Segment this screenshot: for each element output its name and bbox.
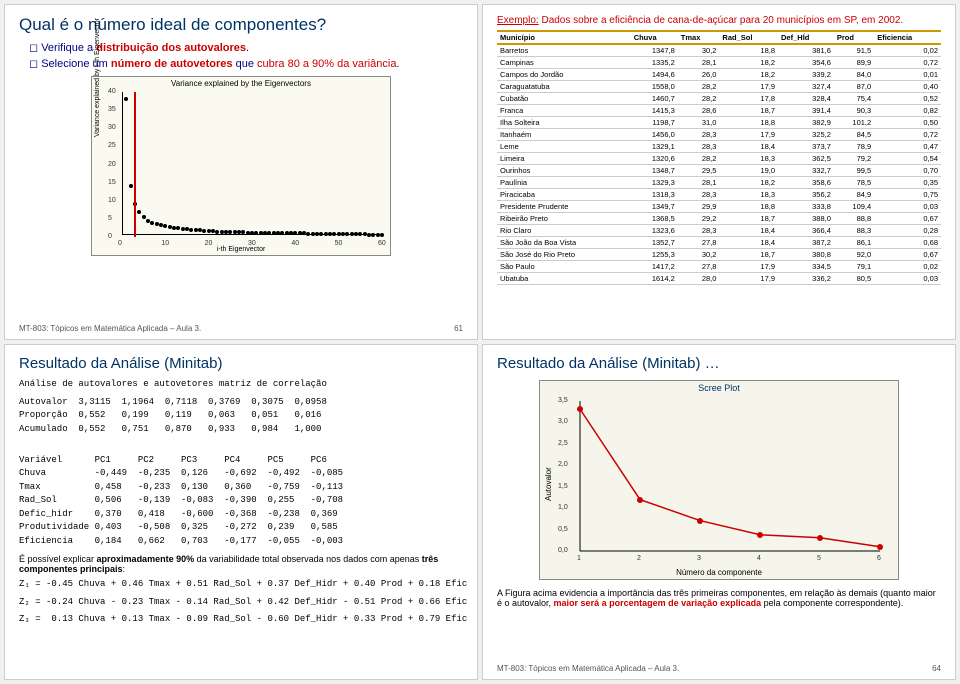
- z1-equation: Z₁ = -0.45 Chuva + 0.46 Tmax + 0.51 Rad_…: [19, 578, 463, 592]
- y-axis-label: Variance explained by i-th Eigenvector: [94, 18, 101, 137]
- x-axis-label: i-th Eigenvector: [92, 246, 390, 253]
- table-row: Ubatuba1614,228,017,9336,280,50,03: [497, 273, 941, 285]
- example-text: Exemplo: Dados sobre a eficiência de can…: [497, 15, 941, 26]
- slide-2: Exemplo: Dados sobre a eficiência de can…: [482, 4, 956, 340]
- minitab-loadings: Variável PC1 PC2 PC3 PC4 PC5 PC6 Chuva -…: [19, 440, 463, 548]
- table-row: São Paulo1417,227,817,9334,579,10,02: [497, 261, 941, 273]
- table-row: Barretos1347,830,218,8381,691,50,02: [497, 44, 941, 57]
- table-row: Paulínia1329,328,118,2358,678,50,35: [497, 177, 941, 189]
- slide-title: Resultado da Análise (Minitab) …: [497, 355, 941, 372]
- table-row: Limeira1320,628,218,3362,579,20,54: [497, 153, 941, 165]
- scree-note: A Figura acima evidencia a importância d…: [497, 588, 941, 608]
- scree-plot: Scree Plot Autovalor Número da component…: [539, 380, 899, 580]
- minitab-eigenvalues: Autovalor 3,3115 1,1964 0,7118 0,3769 0,…: [19, 396, 463, 437]
- slide-4: Resultado da Análise (Minitab) … Scree P…: [482, 344, 956, 680]
- slide-title: Qual é o número ideal de componentes?: [19, 15, 463, 35]
- data-table: MunicípioChuvaTmaxRad_SolDef_HÍdProdEfic…: [497, 30, 941, 285]
- table-row: Piracicaba1318,328,318,3356,284,90,75: [497, 189, 941, 201]
- table-row: Leme1329,128,318,4373,778,90,47: [497, 141, 941, 153]
- table-row: Itanhaém1456,028,317,9325,284,50,72: [497, 129, 941, 141]
- table-row: São José do Rio Preto1255,330,218,7380,8…: [497, 249, 941, 261]
- z3-equation: Z₃ = 0.13 Chuva + 0.13 Tmax - 0.09 Rad_S…: [19, 613, 463, 627]
- variance-chart: Variance explained by the Eigenvectors V…: [91, 76, 391, 256]
- slide-3: Resultado da Análise (Minitab) Análise d…: [4, 344, 478, 680]
- table-row: Ourinhos1348,729,519,0332,799,50,70: [497, 165, 941, 177]
- table-row: São João da Boa Vista1352,727,818,4387,2…: [497, 237, 941, 249]
- table-row: Cubatão1460,728,217,8328,475,40,52: [497, 93, 941, 105]
- slide-footer: MT-803: Tópicos em Matemática Aplicada –…: [19, 324, 463, 333]
- table-row: Campos do Jordão1494,626,018,2339,284,00…: [497, 69, 941, 81]
- table-row: Caraguatatuba1558,028,217,9327,487,00,40: [497, 81, 941, 93]
- table-row: Rio Claro1323,628,318,4366,488,30,28: [497, 225, 941, 237]
- table-row: Presidente Prudente1349,729,918,8333,810…: [497, 201, 941, 213]
- table-row: Ribeirão Preto1368,529,218,7388,088,80,6…: [497, 213, 941, 225]
- minitab-header: Análise de autovalores e autovetores mat…: [19, 378, 463, 392]
- z2-equation: Z₂ = -0.24 Chuva - 0.23 Tmax - 0.14 Rad_…: [19, 596, 463, 610]
- slide-title: Resultado da Análise (Minitab): [19, 355, 463, 372]
- interpretation-note: É possível explicar aproximadamente 90% …: [19, 554, 463, 574]
- chart-title: Variance explained by the Eigenvectors: [92, 79, 390, 88]
- slide-footer: MT-803: Tópicos em Matemática Aplicada –…: [497, 664, 941, 673]
- table-row: Franca1415,328,618,7391,490,30,82: [497, 105, 941, 117]
- table-row: Campinas1335,228,118,2354,689,90,72: [497, 57, 941, 69]
- cutoff-line: [134, 92, 136, 237]
- slide-1: Qual é o número ideal de componentes? Ve…: [4, 4, 478, 340]
- table-row: Ilha Solteira1198,731,018,8382,9101,20,5…: [497, 117, 941, 129]
